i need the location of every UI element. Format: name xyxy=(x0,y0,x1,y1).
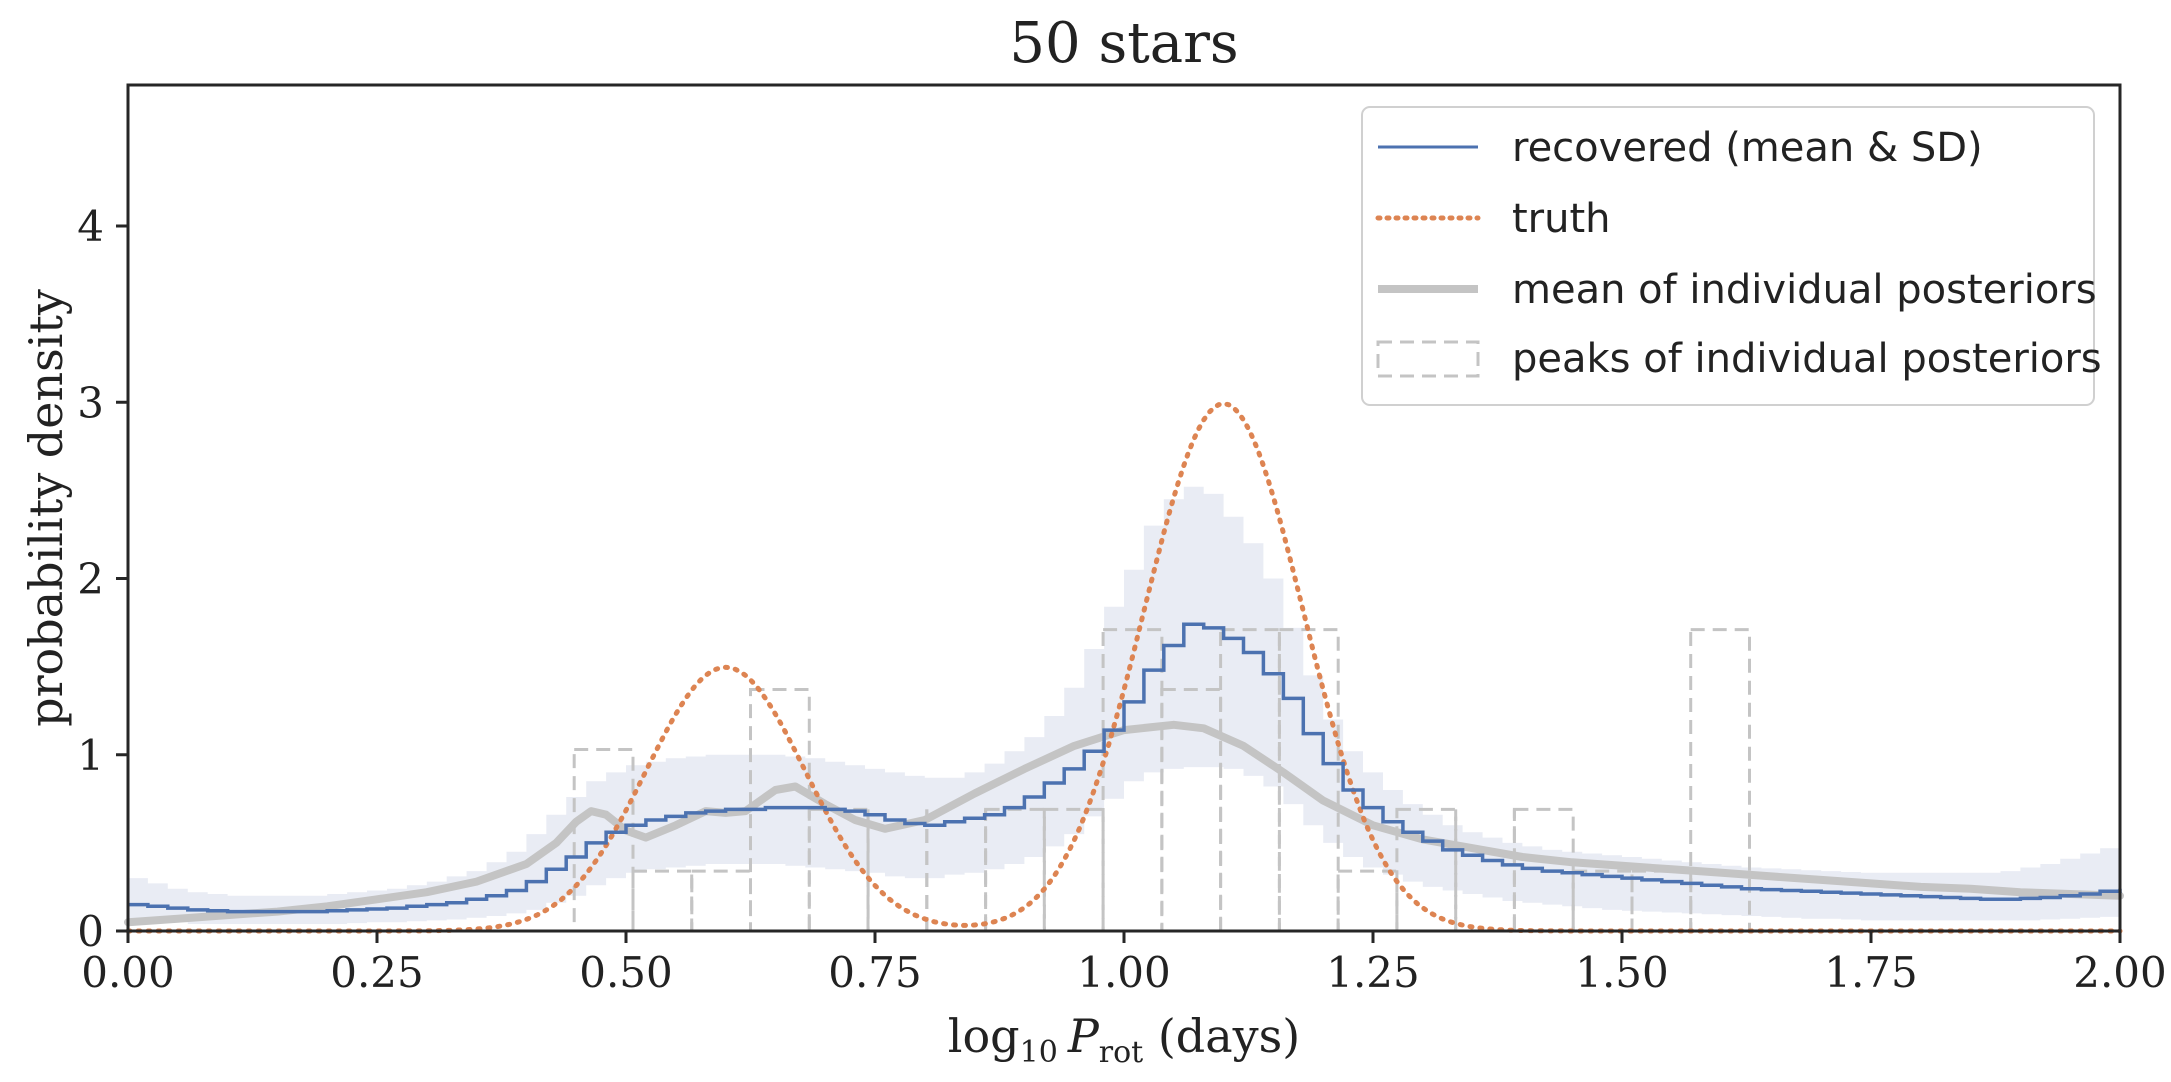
recovered-mean-line xyxy=(128,622,2122,914)
x-axis-label: log10 Prot (days) xyxy=(948,1009,1300,1070)
y-tick-label: 2 xyxy=(77,555,104,604)
x-tick-label: 2.00 xyxy=(2073,948,2167,997)
y-tick-label: 0 xyxy=(77,907,104,956)
x-tick-label: 0.50 xyxy=(579,948,673,997)
legend: recovered (mean & SD) truth mean of indi… xyxy=(1361,106,2102,406)
y-tick-label: 4 xyxy=(77,202,104,251)
legend-label-mean-posteriors: mean of individual posteriors xyxy=(1512,267,2097,313)
chart-title: 50 stars xyxy=(1009,11,1238,76)
peaks-histogram-bar xyxy=(1689,628,1751,933)
peaks-histogram-bar xyxy=(690,869,753,933)
y-axis-label: probability density xyxy=(19,289,73,727)
legend-label-recovered: recovered (mean & SD) xyxy=(1512,125,1983,171)
legend-label-peaks: peaks of individual posteriors xyxy=(1512,336,2102,382)
y-tick-label: 1 xyxy=(77,731,104,780)
x-tick-label: 0.00 xyxy=(81,948,175,997)
legend-label-truth: truth xyxy=(1512,196,1611,242)
plot-area xyxy=(124,401,2124,934)
x-tick-label: 1.50 xyxy=(1575,948,1669,997)
legend-symbol-peaks xyxy=(1376,340,1480,378)
peaks-histogram-bar xyxy=(1219,628,1281,933)
x-tick-label: 0.75 xyxy=(828,948,922,997)
x-tick-label: 1.75 xyxy=(1824,948,1918,997)
peaks-histogram-bar xyxy=(631,869,694,933)
peaks-histogram-bar xyxy=(1336,869,1399,933)
x-tick-label: 1.00 xyxy=(1077,948,1171,997)
axis-ticks: 0.00 0.25 0.50 0.75 1.00 1.25 1.50 1.75 2.00 0 1 2 3… xyxy=(77,202,2166,997)
x-tick-label: 1.25 xyxy=(1326,948,1420,997)
y-tick-label: 3 xyxy=(77,378,104,427)
mean-posteriors-line xyxy=(124,720,2124,927)
x-tick-label: 0.25 xyxy=(330,948,424,997)
legend-box xyxy=(1361,106,2095,406)
